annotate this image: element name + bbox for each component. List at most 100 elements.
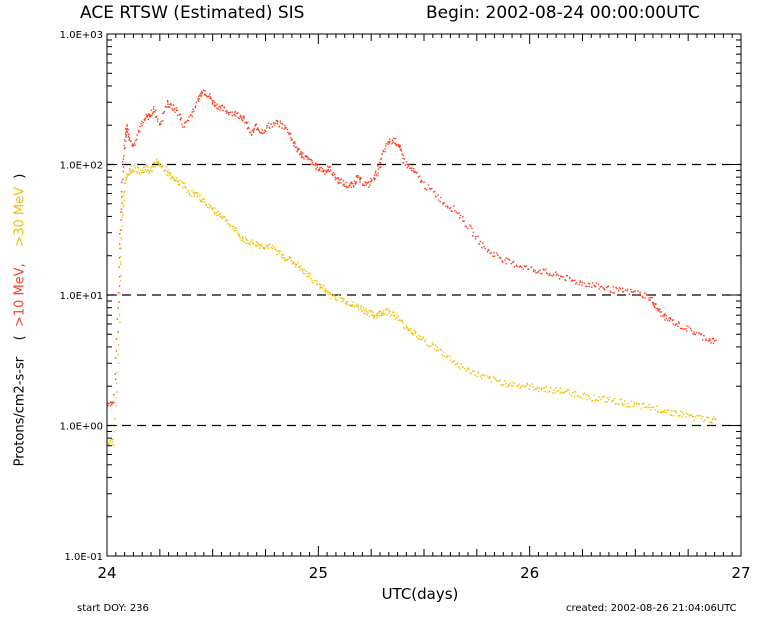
data-point bbox=[334, 296, 336, 298]
data-point bbox=[301, 153, 303, 156]
data-point bbox=[574, 283, 577, 285]
data-point bbox=[451, 361, 453, 363]
data-point bbox=[169, 177, 172, 179]
data-point bbox=[512, 260, 515, 263]
data-point bbox=[204, 94, 206, 96]
data-point bbox=[394, 142, 397, 145]
data-point bbox=[405, 326, 408, 328]
data-point bbox=[332, 174, 334, 177]
data-point bbox=[595, 282, 598, 284]
data-point bbox=[363, 309, 366, 311]
data-point bbox=[122, 178, 124, 181]
data-point bbox=[251, 129, 254, 132]
data-point bbox=[633, 290, 635, 293]
data-point bbox=[668, 320, 671, 322]
data-point bbox=[209, 96, 212, 98]
data-point bbox=[540, 388, 542, 391]
data-point bbox=[201, 90, 203, 93]
data-point bbox=[193, 110, 195, 112]
data-point bbox=[226, 219, 229, 222]
data-point bbox=[559, 387, 562, 390]
data-point bbox=[151, 170, 153, 173]
data-point bbox=[175, 179, 177, 182]
data-point bbox=[145, 115, 148, 118]
data-point bbox=[292, 142, 295, 144]
data-point bbox=[638, 402, 641, 405]
data-point bbox=[594, 285, 597, 288]
data-point bbox=[443, 355, 445, 357]
data-point bbox=[362, 183, 364, 185]
data-point bbox=[123, 195, 125, 197]
begin-time: Begin: 2002-08-24 00:00:00UTC bbox=[426, 3, 700, 23]
data-point bbox=[281, 123, 284, 125]
data-point bbox=[244, 236, 247, 238]
data-point bbox=[211, 207, 213, 209]
data-point bbox=[394, 142, 396, 145]
data-point bbox=[167, 103, 169, 105]
data-point bbox=[513, 382, 516, 385]
data-point bbox=[188, 116, 190, 118]
data-point bbox=[397, 319, 400, 322]
data-point bbox=[191, 189, 193, 192]
data-point bbox=[238, 233, 240, 235]
data-point bbox=[316, 280, 318, 282]
data-point bbox=[187, 189, 190, 192]
data-point bbox=[340, 182, 342, 184]
data-point bbox=[603, 288, 605, 290]
data-point bbox=[257, 128, 259, 131]
data-point bbox=[618, 287, 621, 289]
data-point bbox=[347, 301, 349, 303]
data-point bbox=[127, 129, 129, 131]
data-point bbox=[566, 275, 569, 277]
data-point bbox=[619, 399, 621, 401]
data-point bbox=[545, 385, 547, 388]
data-point bbox=[429, 187, 431, 190]
data-point bbox=[489, 252, 491, 254]
data-point bbox=[261, 129, 263, 131]
data-point bbox=[510, 262, 512, 265]
data-point bbox=[129, 172, 131, 175]
data-point bbox=[404, 164, 406, 166]
data-point bbox=[653, 303, 656, 305]
y-tick-label: 1.0E+00 bbox=[60, 422, 103, 433]
data-point bbox=[223, 107, 226, 109]
data-point bbox=[240, 239, 243, 241]
data-point bbox=[147, 166, 149, 168]
data-point bbox=[248, 127, 250, 130]
data-point bbox=[145, 170, 148, 173]
data-point bbox=[586, 285, 588, 288]
data-point bbox=[409, 329, 411, 331]
data-point bbox=[565, 279, 567, 282]
data-point bbox=[616, 402, 618, 405]
data-point bbox=[225, 220, 227, 223]
data-point bbox=[579, 396, 581, 398]
data-point bbox=[246, 128, 249, 130]
data-point bbox=[127, 174, 129, 176]
data-point bbox=[307, 273, 309, 275]
data-point bbox=[681, 411, 684, 414]
data-point bbox=[424, 339, 427, 341]
data-point bbox=[352, 301, 355, 304]
data-point bbox=[673, 415, 675, 417]
data-point bbox=[297, 261, 299, 264]
data-point bbox=[321, 170, 323, 172]
data-point bbox=[112, 401, 114, 403]
data-point bbox=[290, 259, 292, 262]
data-point bbox=[121, 202, 123, 204]
data-point bbox=[192, 108, 194, 111]
data-point bbox=[287, 258, 289, 261]
data-point bbox=[293, 145, 295, 147]
data-point bbox=[637, 290, 639, 292]
data-point bbox=[517, 384, 519, 387]
data-point bbox=[133, 164, 135, 167]
data-point bbox=[511, 384, 513, 387]
data-point bbox=[622, 404, 624, 407]
data-point bbox=[366, 314, 369, 316]
data-point bbox=[355, 181, 358, 183]
data-point bbox=[664, 409, 666, 411]
data-point bbox=[408, 163, 410, 166]
data-point bbox=[120, 237, 122, 239]
data-point bbox=[420, 335, 422, 338]
data-point bbox=[166, 174, 168, 176]
data-point bbox=[146, 114, 149, 117]
